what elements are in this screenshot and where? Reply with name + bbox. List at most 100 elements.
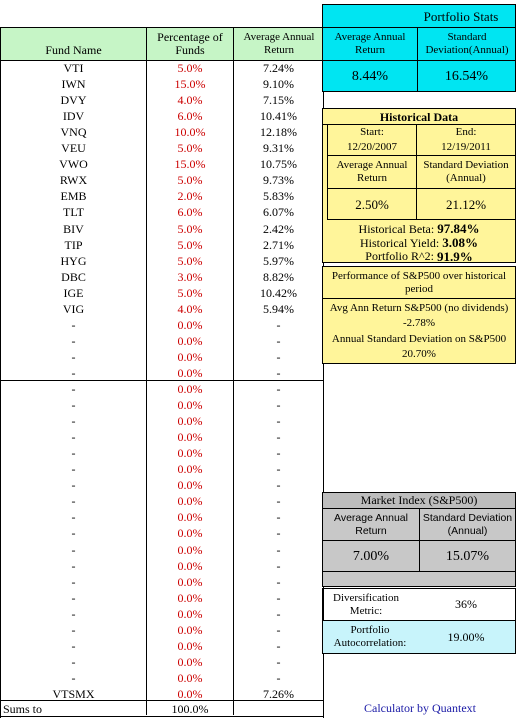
percentage-cell[interactable]: 6.0% xyxy=(177,108,203,123)
fund-name-cell: - xyxy=(71,365,76,380)
historical-std-label: Standard Deviation (Annual) xyxy=(423,159,509,184)
avg-return-cell: - xyxy=(276,397,281,412)
portfolio-std-value-cell xyxy=(417,60,516,92)
fund-name-cell: IDV xyxy=(62,108,85,123)
market-avg-label: Average Annual Return xyxy=(334,511,408,537)
percentage-cell[interactable]: 0.0% xyxy=(177,333,203,348)
market-index-title: Market Index (S&P500) xyxy=(360,493,478,507)
autocorrelation-panel xyxy=(322,620,516,654)
avg-return-cell: 5.83% xyxy=(263,188,294,203)
credit-link[interactable]: Calculator by Quantext xyxy=(364,700,476,715)
percentage-cell[interactable]: 0.0% xyxy=(177,574,203,589)
percentage-cell[interactable]: 0.0% xyxy=(177,622,203,637)
fund-name-cell: VIG xyxy=(62,301,85,316)
fund-name-cell: - xyxy=(71,381,76,396)
percentage-cell[interactable]: 5.0% xyxy=(177,285,203,300)
percentage-cell[interactable]: 5.0% xyxy=(177,60,203,75)
fund-name-cell: - xyxy=(71,574,76,589)
diversification-label: Diversification Metric: xyxy=(333,591,399,617)
fund-name-cell: VNQ xyxy=(60,124,87,139)
fund-name-cell: - xyxy=(71,542,76,557)
portfolio-std-label-cell xyxy=(417,27,516,61)
percentage-cell[interactable]: 0.0% xyxy=(177,317,203,332)
column-divider xyxy=(146,60,147,715)
avg-return-cell: - xyxy=(276,333,281,348)
avg-return-cell: - xyxy=(276,670,281,685)
fund-name-cell: VTSMX xyxy=(52,686,95,701)
percentage-cell[interactable]: 0.0% xyxy=(177,493,203,508)
percentage-cell[interactable]: 15.0% xyxy=(174,156,206,171)
percentage-cell[interactable]: 0.0% xyxy=(177,542,203,557)
percentage-cell[interactable]: 5.0% xyxy=(177,140,203,155)
avg-return-cell: - xyxy=(276,638,281,653)
percentage-cell[interactable]: 0.0% xyxy=(177,445,203,460)
fund-name-cell: - xyxy=(71,317,76,332)
fund-name-cell: - xyxy=(71,670,76,685)
percentage-cell[interactable]: 5.0% xyxy=(177,172,203,187)
avg-return-cell: 7.24% xyxy=(263,60,294,75)
percentage-cell[interactable]: 0.0% xyxy=(177,606,203,621)
historical-end-value: 12/19/2011 xyxy=(441,141,491,153)
percentage-cell[interactable]: 2.0% xyxy=(177,188,203,203)
percentage-cell[interactable]: 4.0% xyxy=(177,92,203,107)
avg-return-cell: - xyxy=(276,542,281,557)
portfolio-avg-label: Average Annual Return xyxy=(334,31,406,56)
percentage-cell[interactable]: 0.0% xyxy=(177,638,203,653)
percentage-cell[interactable]: 10.0% xyxy=(174,124,206,139)
market-std-value: 15.07% xyxy=(445,548,490,564)
avg-return-cell: - xyxy=(276,622,281,637)
fund-name-cell: - xyxy=(71,509,76,524)
percentage-cell[interactable]: 0.0% xyxy=(177,670,203,685)
historical-avg-label: Average Annual Return xyxy=(336,159,408,184)
avg-return-cell: 10.41% xyxy=(260,108,297,123)
avg-return-cell: 6.07% xyxy=(263,204,294,219)
fund-name-cell: HYG xyxy=(60,253,87,268)
historical-panel xyxy=(322,108,516,263)
percentage-cell[interactable]: 0.0% xyxy=(177,654,203,669)
percentage-cell[interactable]: 0.0% xyxy=(177,381,203,396)
percentage-cell[interactable]: 0.0% xyxy=(177,365,203,380)
avg-return-cell: 5.97% xyxy=(263,253,294,268)
header-fund-name xyxy=(0,27,147,61)
percentage-cell[interactable]: 0.0% xyxy=(177,525,203,540)
avg-return-cell: 2.42% xyxy=(263,221,294,236)
percentage-cell[interactable]: 5.0% xyxy=(177,237,203,252)
avg-return-cell: 10.75% xyxy=(260,156,297,171)
fund-name-cell: - xyxy=(71,525,76,540)
percentage-cell[interactable]: 0.0% xyxy=(177,413,203,428)
fund-name-cell: - xyxy=(71,654,76,669)
percentage-cell[interactable]: 0.0% xyxy=(177,686,203,701)
percentage-cell[interactable]: 6.0% xyxy=(177,204,203,219)
percentage-cell[interactable]: 0.0% xyxy=(177,558,203,573)
fund-table: Fund Name Percentage of Funds Average An… xyxy=(0,27,324,718)
percentage-cell[interactable]: 5.0% xyxy=(177,221,203,236)
portfolio-avg-value-cell xyxy=(322,60,418,92)
fund-name-cell: BIV xyxy=(63,221,84,236)
percentage-cell[interactable]: 0.0% xyxy=(177,509,203,524)
avg-return-cell: - xyxy=(276,477,281,492)
percentage-cell[interactable]: 0.0% xyxy=(177,461,203,476)
percentage-cell[interactable]: 5.0% xyxy=(177,253,203,268)
header-avg-return-label: Average Annual Return xyxy=(243,31,315,56)
percentage-cell[interactable]: 4.0% xyxy=(177,301,203,316)
market-index-footer-bar xyxy=(322,571,516,587)
market-std-value-cell xyxy=(419,540,516,572)
row-separator xyxy=(0,380,324,381)
percentage-cell[interactable]: 0.0% xyxy=(177,349,203,364)
avg-return-cell: 10.42% xyxy=(260,285,297,300)
percentage-cell[interactable]: 0.0% xyxy=(177,429,203,444)
historical-avg-value: 2.50% xyxy=(355,196,389,212)
avg-return-cell: - xyxy=(276,654,281,669)
percentage-cell[interactable]: 15.0% xyxy=(174,76,206,91)
historical-start-value: 12/20/2007 xyxy=(346,141,398,153)
percentage-cell[interactable]: 0.0% xyxy=(177,477,203,492)
percentage-cell[interactable]: 0.0% xyxy=(177,397,203,412)
historical-std-value: 21.12% xyxy=(445,196,487,212)
percentage-cell[interactable]: 3.0% xyxy=(177,269,203,284)
avg-return-cell: - xyxy=(276,413,281,428)
fund-name-cell: IGE xyxy=(63,285,84,300)
avg-return-cell: 2.71% xyxy=(263,237,294,252)
percentage-cell[interactable]: 0.0% xyxy=(177,590,203,605)
fund-name-cell: EMB xyxy=(60,188,87,203)
avg-return-cell: 9.73% xyxy=(263,172,294,187)
